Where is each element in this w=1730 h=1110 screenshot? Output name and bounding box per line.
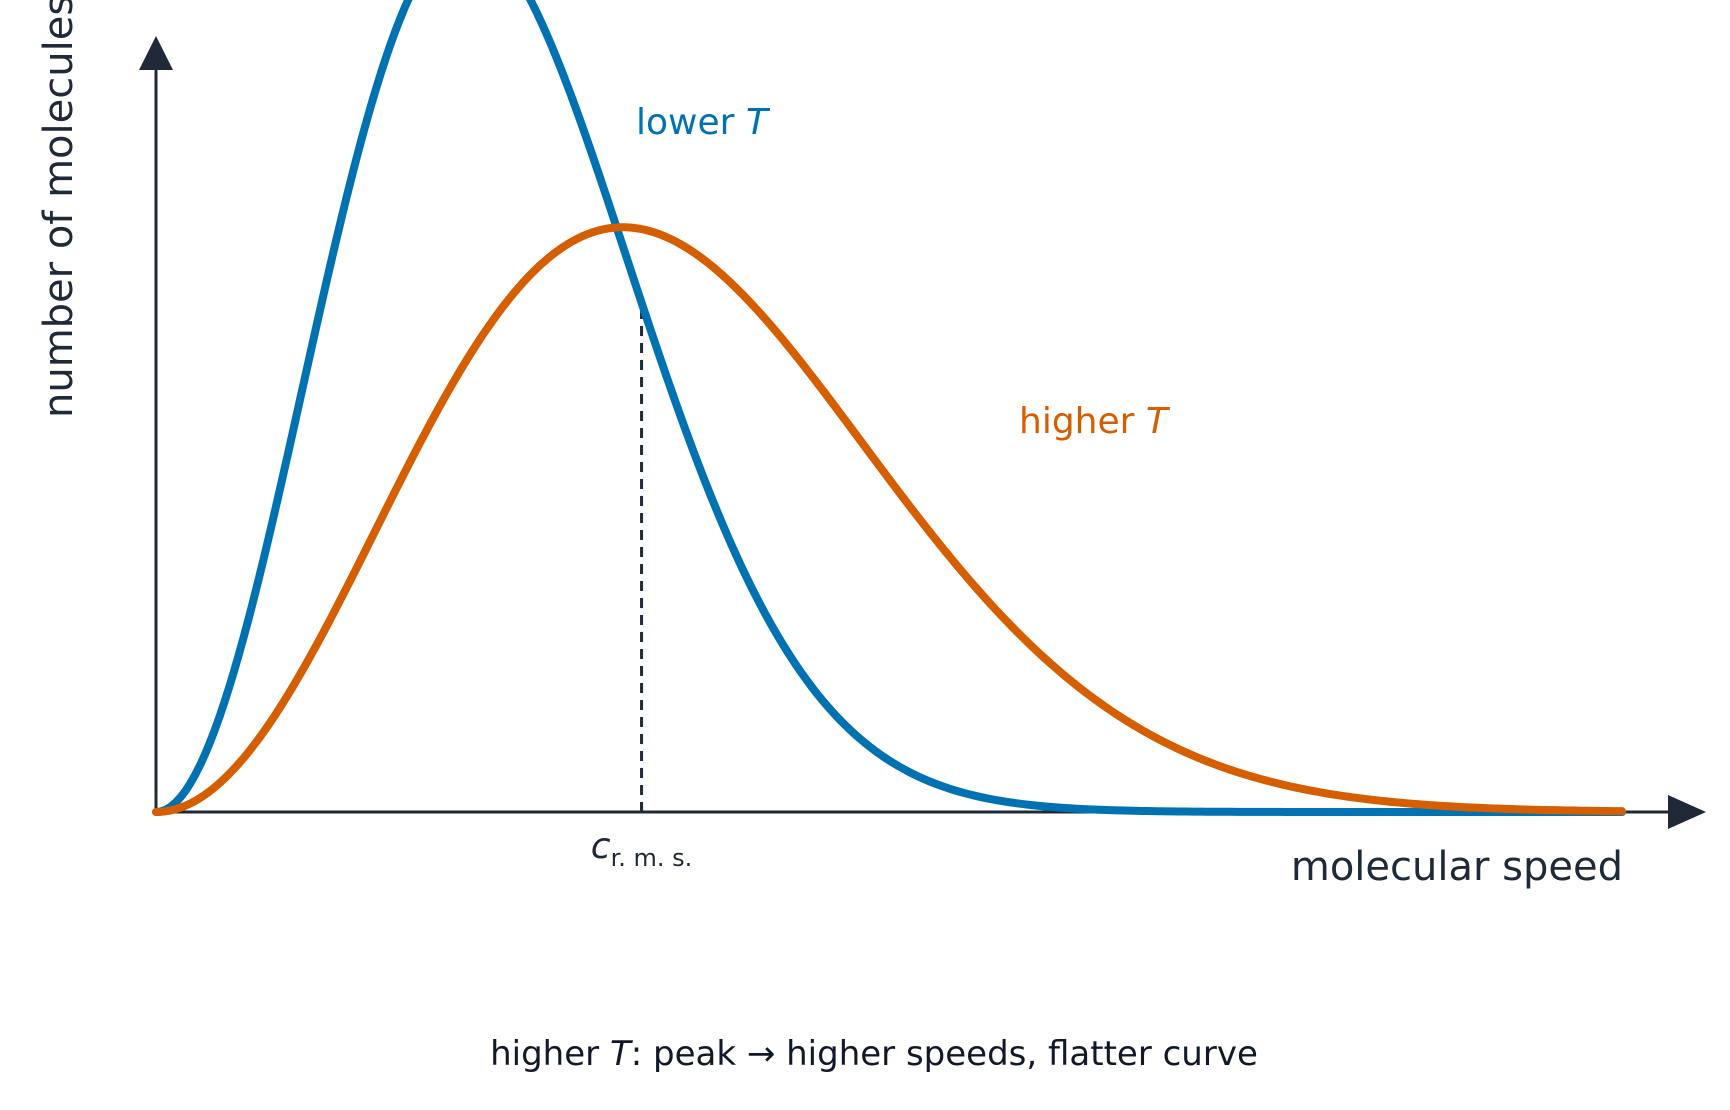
series-label-higher-t: higher T: [1019, 401, 1171, 442]
series-label-higher-symbol: T: [1146, 401, 1171, 442]
rms-symbol: c: [591, 826, 611, 867]
series-group: [152, 0, 1626, 816]
series-label-lower-text: lower: [636, 102, 746, 143]
series-line-higher: [152, 223, 1626, 816]
x-axis-label: molecular speed: [1291, 844, 1623, 890]
series-label-lower-t: lower T: [636, 102, 771, 143]
caption-post: : peak → higher speeds, flatter curve: [631, 1034, 1258, 1074]
caption-pre: higher: [490, 1034, 610, 1074]
series-label-higher-text: higher: [1019, 401, 1146, 442]
series-label-lower-symbol: T: [746, 102, 771, 143]
figure-caption: higher T: peak → higher speeds, flatter …: [490, 1034, 1258, 1074]
x-axis-arrowhead: [1668, 795, 1706, 829]
y-axis-label: number of molecules: [36, 0, 82, 418]
y-axis-arrowhead: [139, 36, 173, 70]
caption-symbol: T: [610, 1034, 633, 1074]
rms-subscript: r. m. s.: [611, 844, 693, 872]
series-line-lower: [152, 0, 1626, 816]
rms-speed-label: cr. m. s.: [591, 826, 693, 872]
